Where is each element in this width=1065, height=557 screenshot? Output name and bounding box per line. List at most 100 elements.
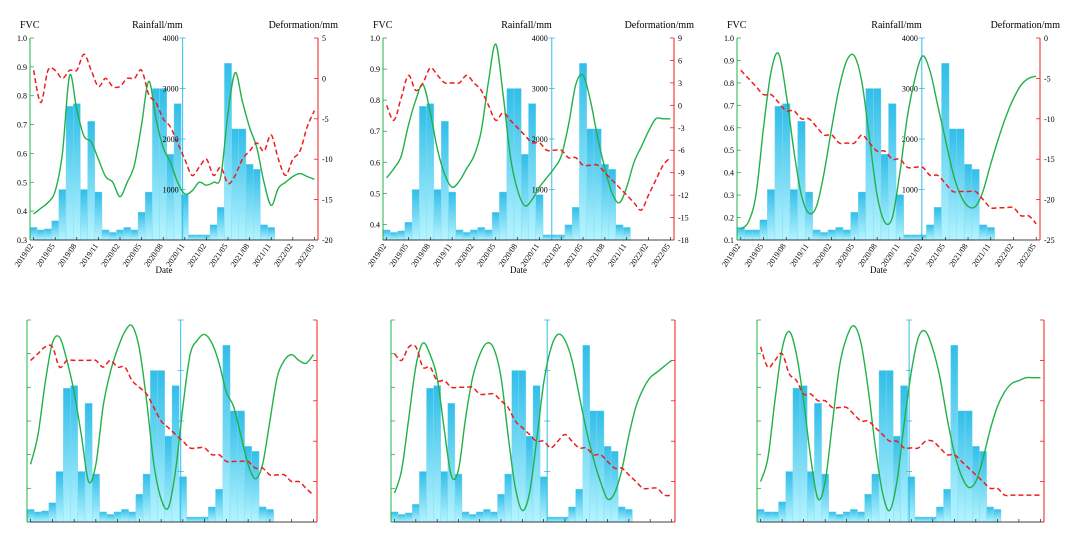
- fvc-tick-label: 0.8: [17, 92, 27, 101]
- rainfall-bar: [957, 410, 966, 523]
- rainfall-bar: [65, 105, 74, 241]
- rainfall-bar: [532, 385, 541, 523]
- x-tick-label: 2020/05: [834, 242, 856, 269]
- rainfall-bar: [41, 510, 50, 523]
- rainfall-bar: [950, 345, 959, 523]
- x-tick-label: 2021/05: [925, 242, 947, 269]
- rainfall-bar: [84, 403, 93, 523]
- rainfall-bar: [972, 446, 980, 523]
- rainfall-bar: [926, 224, 935, 241]
- x-tick-label: 2022/02: [628, 242, 650, 269]
- x-tick-label: 2019/08: [56, 242, 78, 269]
- rainfall-tick-label: 1000: [163, 186, 179, 195]
- deformation-tick-label: -3: [678, 124, 685, 133]
- rainfall-bar: [785, 471, 794, 523]
- rainfall-bar: [911, 234, 920, 241]
- rainfall-bar: [842, 229, 851, 241]
- rainfall-bar: [873, 88, 882, 241]
- rainfall-bar: [933, 206, 942, 241]
- fvc-tick-label: 0.1: [724, 236, 734, 245]
- fvc-tick-label: 1.0: [370, 34, 380, 43]
- rainfall-bar: [828, 511, 837, 523]
- rainfall-bar: [857, 511, 865, 523]
- rainfall-bar: [397, 230, 406, 241]
- x-tick-label: 2019/02: [13, 242, 35, 269]
- x-axis-title: Date: [870, 265, 887, 275]
- rainfall-bar: [956, 128, 965, 241]
- chart-panel-top-left: 0.3 0.4 0.5 0.6 0.7 0.8 0.9 1.0 1000 2000 3000 4000…: [13, 20, 338, 275]
- rainfall-bar: [245, 164, 254, 241]
- deformation-tick-label: -9: [678, 169, 685, 178]
- rainfall-bar: [195, 234, 204, 241]
- rainfall-bar: [208, 506, 216, 523]
- rainfall-bar: [216, 206, 225, 241]
- rainfall-bar: [568, 506, 576, 523]
- fvc-line: [393, 333, 672, 512]
- rainfall-bar: [152, 88, 160, 241]
- rainfall-bar: [188, 234, 196, 241]
- rainfall-bar: [251, 451, 260, 523]
- deformation-tick-label: -15: [678, 214, 689, 223]
- rainfall-bar: [130, 229, 139, 241]
- rainfall-bar: [484, 229, 493, 241]
- rainfall-bar: [521, 153, 529, 241]
- rainfall-bar: [814, 403, 822, 523]
- rainfall-bar: [805, 191, 814, 241]
- fvc-tick-label: 0.4: [724, 169, 734, 178]
- fvc-tick-label: 0.6: [17, 149, 27, 158]
- chart-panel-bottom-right: [756, 319, 1045, 523]
- rainfall-bar: [759, 219, 768, 241]
- x-tick-label: 2019/08: [410, 242, 432, 269]
- rainfall-tick-label: 1000: [532, 186, 548, 195]
- x-tick-label: 2022/05: [294, 242, 316, 269]
- rainfall-bar: [101, 229, 110, 241]
- rainfall-bar: [880, 153, 889, 241]
- rainfall-bar: [106, 514, 115, 523]
- x-tick-label: 2021/02: [902, 242, 924, 269]
- rainfall-bar: [774, 105, 783, 241]
- x-tick-label: 2021/05: [207, 242, 229, 269]
- rainfall-bar: [971, 169, 980, 241]
- x-tick-label: 2021/11: [970, 242, 992, 268]
- rainfall-bar: [252, 169, 261, 241]
- rainfall-bar: [858, 191, 867, 241]
- rainfall-bar: [615, 224, 624, 241]
- rainfall-bar: [850, 211, 859, 241]
- rainfall-bar: [582, 345, 591, 523]
- rainfall-bar: [914, 516, 923, 523]
- x-tick-label: 2020/02: [811, 242, 833, 269]
- rainfall-bar: [258, 506, 267, 523]
- rainfall-bar: [193, 516, 202, 523]
- rainfall-bar: [767, 189, 776, 241]
- fvc-line: [759, 325, 1041, 512]
- fvc-tick-label: 0.9: [17, 63, 27, 72]
- rainfall-bar: [789, 189, 798, 241]
- rainfall-bar: [34, 511, 42, 523]
- deformation-line: [759, 346, 1041, 497]
- rainfall-bar: [571, 206, 580, 241]
- rainfall-bar: [895, 194, 904, 241]
- rainfall-tick-label: 4000: [902, 34, 918, 43]
- rainfall-bar: [948, 128, 957, 241]
- rainfall-bar: [491, 211, 500, 241]
- deformation-axis-title: Deformation/mm: [991, 20, 1061, 31]
- rainfall-bar: [55, 471, 64, 523]
- rainfall-bar: [542, 234, 551, 241]
- rainfall-tick-label: 4000: [163, 34, 179, 43]
- rainfall-bar: [782, 103, 791, 241]
- deformation-tick-label: -12: [678, 191, 689, 200]
- fvc-tick-label: 0.8: [370, 96, 380, 105]
- fvc-tick-label: 0.7: [724, 101, 734, 110]
- rainfall-bar: [871, 473, 880, 523]
- fvc-tick-label: 0.3: [17, 236, 27, 245]
- deformation-tick-label: 0: [678, 101, 682, 110]
- chart-panel-bottom-middle: [390, 319, 676, 523]
- rainfall-bar: [751, 229, 760, 241]
- fvc-line: [33, 71, 315, 215]
- rainfall-bar: [72, 103, 81, 241]
- rainfall-bar: [539, 476, 548, 523]
- x-tick-label: 2022/05: [1015, 242, 1037, 269]
- chart-panel-top-right: 0.1 0.2 0.3 0.4 0.5 0.6 0.7 0.8 0.9 1.0 1000 2000 30…: [720, 20, 1060, 275]
- rainfall-bar: [37, 229, 45, 241]
